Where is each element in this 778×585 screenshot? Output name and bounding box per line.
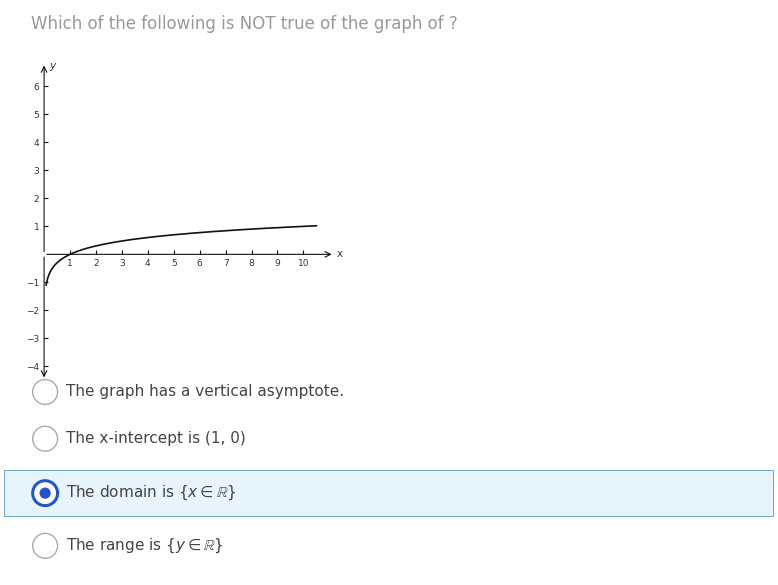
Text: The range is $\{y \in \mathbb{R}\}$: The range is $\{y \in \mathbb{R}\}$ [66,536,224,555]
Text: x: x [337,249,343,259]
Text: Which of the following is NOT true of the graph of ?: Which of the following is NOT true of th… [31,15,458,33]
Text: y: y [49,61,55,71]
Text: The graph has a vertical asymptote.: The graph has a vertical asymptote. [66,384,344,400]
Text: The domain is $\{x \in \mathbb{R}\}$: The domain is $\{x \in \mathbb{R}\}$ [66,484,237,503]
Text: The x-intercept is (1, 0): The x-intercept is (1, 0) [66,431,246,446]
